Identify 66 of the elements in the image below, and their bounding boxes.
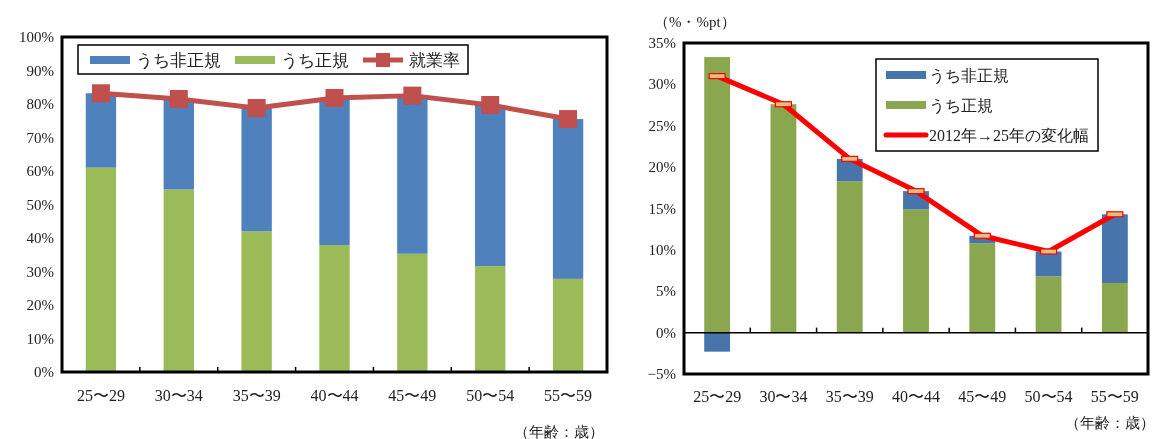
y-tick-label: 40% xyxy=(26,230,54,246)
x-tick-label: 55〜59 xyxy=(1090,388,1139,405)
bar xyxy=(903,209,929,333)
bar xyxy=(1101,282,1128,333)
bar xyxy=(475,266,506,372)
bar xyxy=(1101,214,1128,283)
y-tick-label: 80% xyxy=(26,96,54,112)
bar xyxy=(1035,276,1062,333)
bar xyxy=(319,245,350,372)
x-tick-label: 40〜44 xyxy=(310,387,359,404)
bar xyxy=(85,167,117,372)
x-tick-label: 35〜39 xyxy=(825,388,874,405)
legend-label: 就業率 xyxy=(409,51,460,70)
x-tick-label: 30〜34 xyxy=(759,388,808,405)
bar xyxy=(704,57,731,333)
y-tick-label: 20% xyxy=(26,297,54,313)
y-tick-label: 20% xyxy=(648,159,676,176)
legend-label: うち正規 xyxy=(929,97,993,115)
legend-label: うち正規 xyxy=(281,51,349,70)
bar xyxy=(397,253,428,372)
y-tick-label: 50% xyxy=(26,196,54,213)
y-tick-label: 10% xyxy=(648,241,676,258)
legend-label: うち非正規 xyxy=(929,67,1009,85)
y-axis-title: （%・%pt） xyxy=(654,14,736,30)
bar xyxy=(397,95,428,254)
bar xyxy=(552,119,584,279)
x-tick-label: 45〜49 xyxy=(958,388,1007,405)
bar xyxy=(163,98,194,190)
y-tick-label: 60% xyxy=(26,163,54,179)
y-tick-label: 0% xyxy=(656,324,676,341)
x-tick-label: 50〜54 xyxy=(466,387,515,404)
legend-label: うち非正規 xyxy=(136,51,221,70)
x-axis-title: （年齢：歳） xyxy=(1065,415,1155,431)
bar xyxy=(475,105,506,267)
bar xyxy=(704,332,731,352)
x-tick-label: 30〜34 xyxy=(154,387,203,404)
x-tick-label: 45〜49 xyxy=(388,387,437,404)
bar xyxy=(163,189,194,372)
bar xyxy=(969,243,996,333)
y-tick-label: 15% xyxy=(648,200,676,217)
bar xyxy=(241,231,272,372)
y-tick-label: 25% xyxy=(648,117,676,134)
x-axis-title: （年齢：歳） xyxy=(514,424,604,439)
y-tick-label: 35% xyxy=(648,35,676,51)
x-tick-label: 25〜29 xyxy=(76,387,125,404)
bar xyxy=(85,93,117,168)
y-tick-label: 30% xyxy=(648,76,676,93)
bar xyxy=(552,278,584,372)
bar xyxy=(836,181,863,333)
y-tick-label: 100% xyxy=(19,29,54,45)
y-tick-label: 0% xyxy=(34,364,54,380)
y-tick-label: 5% xyxy=(656,283,676,300)
x-tick-label: 40〜44 xyxy=(892,388,940,405)
y-tick-label: 90% xyxy=(26,62,54,79)
y-tick-label: 30% xyxy=(26,263,54,280)
legend-label: 2012年→25年の変化幅 xyxy=(929,127,1089,144)
bar xyxy=(770,104,797,333)
x-tick-label: 50〜54 xyxy=(1024,388,1073,405)
y-tick-label: −5% xyxy=(647,366,676,382)
bar xyxy=(241,108,272,232)
y-tick-label: 10% xyxy=(26,330,54,347)
y-tick-label: 70% xyxy=(26,129,54,146)
x-tick-label: 35〜39 xyxy=(232,387,281,404)
bar xyxy=(319,97,350,246)
x-tick-label: 55〜59 xyxy=(544,387,593,404)
x-tick-label: 25〜29 xyxy=(693,388,742,405)
